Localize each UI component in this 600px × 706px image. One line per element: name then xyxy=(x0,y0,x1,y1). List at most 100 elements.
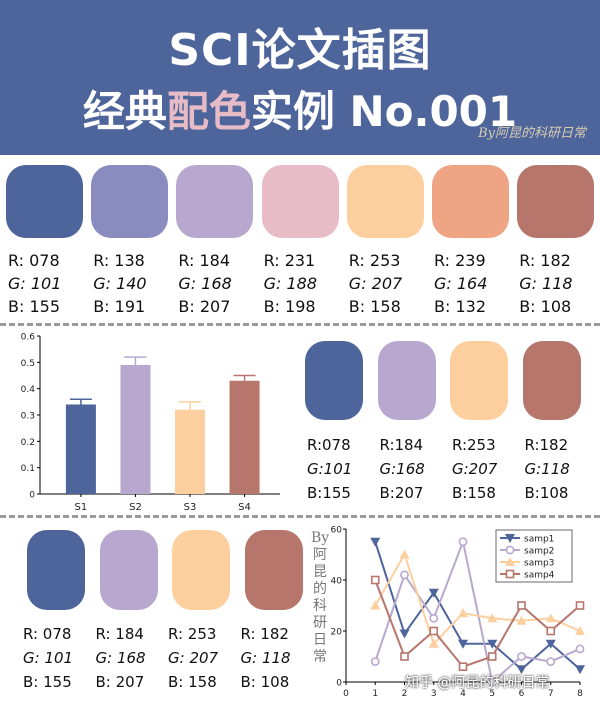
data-point-samp3 xyxy=(370,600,381,610)
color-swatch xyxy=(450,341,508,420)
y-tick-label: 0.5 xyxy=(21,359,35,369)
rgb-values: R: 078 G: 101 B: 155 xyxy=(8,249,61,318)
data-point-samp3 xyxy=(399,549,410,559)
y-tick-label: 60 xyxy=(331,526,343,536)
rgb-g-value: G: 164 xyxy=(434,274,488,293)
color-swatch xyxy=(91,165,169,238)
data-point-samp2 xyxy=(400,570,409,580)
rgb-g-value: G: 101 xyxy=(8,274,62,293)
data-point-samp2 xyxy=(458,537,468,547)
rgb-r-value: R: 182 xyxy=(519,251,571,270)
data-point-samp4 xyxy=(487,652,497,661)
series-line-samp1 xyxy=(374,541,581,671)
color-swatch xyxy=(6,165,83,238)
x-tick-label: 3 xyxy=(431,689,437,699)
color-swatch xyxy=(346,165,424,238)
legend-label: samp3 xyxy=(524,559,554,569)
data-point-samp3 xyxy=(487,613,498,623)
rgb-b-value: B: 198 xyxy=(263,297,316,316)
series-samp1 xyxy=(370,537,585,675)
divider-1 xyxy=(0,323,600,326)
rgb-r-value: R:253 xyxy=(452,436,496,454)
color-swatch xyxy=(99,530,158,610)
title-highlight: 配色 xyxy=(166,87,251,136)
y-tick-label: 0 xyxy=(336,679,342,689)
rgb-r-value: R: 239 xyxy=(434,251,486,270)
rgb-g-value: G:207 xyxy=(452,460,498,478)
rgb-b-value: B:155 xyxy=(307,484,351,502)
x-tick-label: 2 xyxy=(402,689,408,699)
rgb-values: R:078 G:101 B:155 xyxy=(307,433,352,505)
rgb-g-value: G: 140 xyxy=(93,274,147,293)
data-point-samp2 xyxy=(517,652,526,661)
rgb-values: R: 253 G: 207 B: 158 xyxy=(349,249,402,318)
data-point-samp2 xyxy=(487,677,497,687)
y-tick-label: 0.4 xyxy=(21,385,36,395)
legend-marker xyxy=(505,569,515,579)
legend-label: samp2 xyxy=(524,547,554,557)
rgb-g-value: G:168 xyxy=(379,460,425,478)
author-signature: By阿昆的科研日常 xyxy=(478,126,586,141)
bar-S4 xyxy=(229,380,260,494)
rgb-g-value: G: 101 xyxy=(23,649,74,667)
x-tick-label: 1 xyxy=(372,689,378,699)
header-banner: SCI论文插图 经典配色实例 No.001 By阿昆的科研日常 xyxy=(0,0,600,155)
y-tick-label: 40 xyxy=(331,577,343,587)
rgb-r-value: R: 253 xyxy=(348,251,401,270)
rgb-g-value: G: 168 xyxy=(95,649,146,667)
title-line-1: SCI论文插图 xyxy=(168,25,432,76)
rgb-b-value: B: 207 xyxy=(178,297,231,316)
rgb-r-value: R: 078 xyxy=(23,625,72,643)
rgb-values: R: 231 G: 188 B: 198 xyxy=(264,249,317,318)
rgb-r-value: R: 138 xyxy=(93,251,145,270)
x-tick-label: S2 xyxy=(129,502,142,513)
y-tick-label: 0.3 xyxy=(21,412,35,422)
rgb-values: R:184 G:168 B:207 xyxy=(380,433,425,505)
rgb-values: R: 182 G: 118 B: 108 xyxy=(519,249,572,318)
rgb-b-value: B: 158 xyxy=(348,297,401,316)
zhihu-watermark: 知乎 @阿昆的科研日常 xyxy=(405,675,550,691)
rgb-values: R: 078 G: 101 B: 155 xyxy=(23,622,73,694)
rgb-r-value: R: 078 xyxy=(8,251,60,270)
series-line-samp4 xyxy=(374,579,581,668)
series-line-samp2 xyxy=(374,538,581,684)
bar-S1 xyxy=(65,404,96,494)
data-point-samp2 xyxy=(429,613,439,623)
rgb-g-value: G: 207 xyxy=(348,274,403,293)
color-swatch xyxy=(27,530,85,610)
rgb-r-value: R: 182 xyxy=(240,625,289,643)
rgb-values: R: 184 G: 168 B: 207 xyxy=(96,622,146,694)
color-swatch xyxy=(172,530,230,610)
legend-label: samp1 xyxy=(524,535,554,545)
rgb-b-value: B:108 xyxy=(524,484,569,502)
vertical-signature: By阿昆的科研日常 xyxy=(311,530,330,665)
rgb-b-value: B: 158 xyxy=(168,673,217,691)
data-point-samp4 xyxy=(370,575,380,585)
data-point-samp4 xyxy=(429,626,439,636)
legend-marker xyxy=(505,534,515,543)
rgb-b-value: B: 207 xyxy=(95,673,145,691)
data-point-samp2 xyxy=(370,657,380,666)
series-samp3 xyxy=(370,549,585,648)
x-tick-label: 0 xyxy=(343,689,349,699)
series-samp4 xyxy=(370,575,585,671)
data-point-samp2 xyxy=(575,644,585,654)
divider-2 xyxy=(0,515,600,518)
rgb-values: R: 182 G: 118 B: 108 xyxy=(241,622,291,694)
x-tick-label: 4 xyxy=(460,689,466,699)
legend-marker xyxy=(505,557,515,566)
rgb-values: R: 239 G: 164 B: 132 xyxy=(434,249,487,318)
rgb-b-value: B: 155 xyxy=(23,673,72,691)
data-point-samp4 xyxy=(458,662,468,671)
rgb-r-value: R:182 xyxy=(524,436,569,454)
rgb-g-value: G: 118 xyxy=(240,649,291,667)
rgb-values: R:182 G:118 B:108 xyxy=(525,433,570,505)
rgb-g-value: G:101 xyxy=(307,460,353,478)
data-point-samp3 xyxy=(458,608,468,618)
y-tick-label: 0.2 xyxy=(21,438,35,448)
color-swatch xyxy=(244,530,303,610)
line-chart: 0 20 40 60 0 1 2 3 4 5 6 7 8 samp1 samp2 samp3 samp4 xyxy=(331,526,585,699)
data-point-samp2 xyxy=(546,657,556,666)
rgb-r-value: R: 253 xyxy=(168,625,217,643)
x-tick-label: 8 xyxy=(577,689,583,699)
